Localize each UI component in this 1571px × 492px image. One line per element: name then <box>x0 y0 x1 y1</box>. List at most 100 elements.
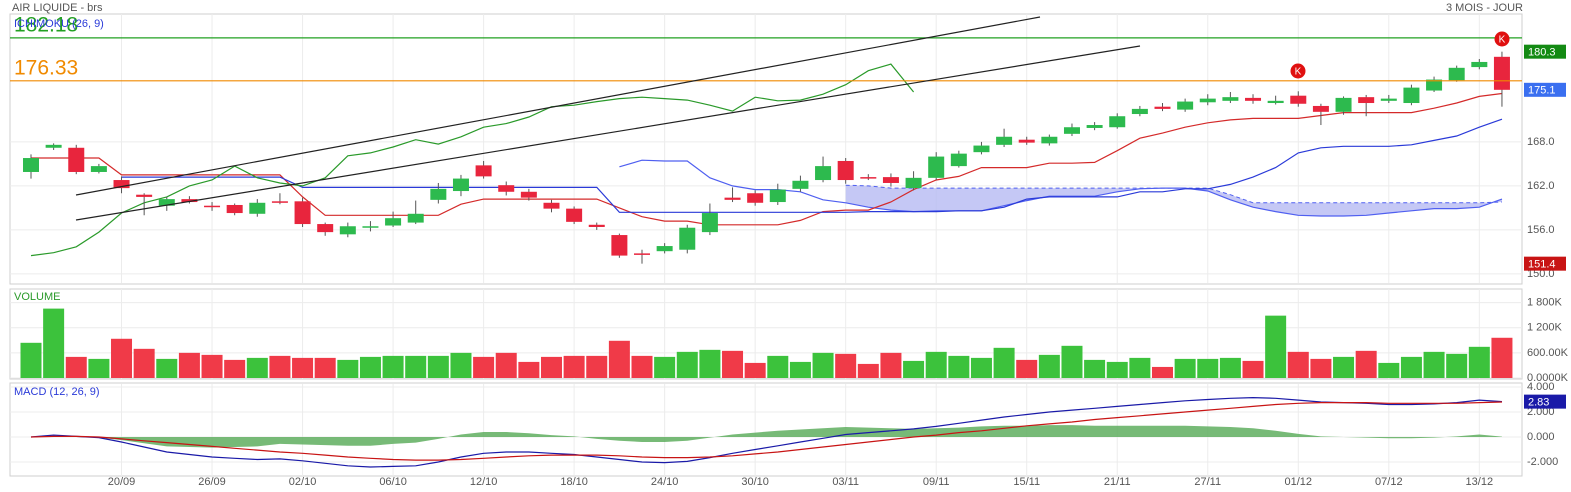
volume-bar <box>563 355 585 378</box>
candle-body <box>1199 98 1216 103</box>
x-tick-label: 03/11 <box>832 476 859 488</box>
volume-bar <box>540 356 562 378</box>
x-tick-label: 30/10 <box>741 476 769 488</box>
volume-bar <box>699 349 721 378</box>
volume-bar <box>246 357 268 378</box>
candle-body <box>23 158 39 172</box>
chart-title: AIR LIQUIDE - brs <box>12 2 103 14</box>
x-tick-label: 24/10 <box>651 476 679 488</box>
volume-bar <box>359 356 381 378</box>
x-tick-label: 21/11 <box>1104 476 1131 488</box>
candle-body <box>249 202 266 214</box>
candle-body <box>996 136 1013 145</box>
candle-body <box>973 145 990 153</box>
volume-bar <box>1197 358 1219 378</box>
candle-body <box>407 213 424 223</box>
candle-body <box>1131 108 1148 115</box>
span-a-line <box>619 159 1503 217</box>
span-b-line <box>845 184 1503 204</box>
volume-bar <box>812 352 834 378</box>
volume-bar <box>631 355 653 378</box>
volume-bar <box>1152 366 1173 378</box>
indicator-line <box>31 92 1503 226</box>
volume-bar <box>88 358 110 378</box>
volume-bar <box>1129 357 1151 378</box>
volume-bar <box>382 355 404 378</box>
volume-bar <box>292 357 314 378</box>
volume-bar <box>518 361 540 378</box>
price-tag-label: 151.4 <box>1528 259 1556 271</box>
candle-body <box>1267 100 1284 104</box>
candle-body <box>882 177 899 183</box>
volume-bar <box>1287 351 1309 378</box>
candle-body <box>634 253 651 255</box>
indicator-line <box>30 63 915 257</box>
candle-body <box>724 197 741 200</box>
panel-title: MACD (12, 26, 9) <box>14 386 100 398</box>
volume-bar <box>1084 359 1106 378</box>
volume-bar <box>269 355 291 378</box>
candle-body <box>1380 98 1397 101</box>
candle-body <box>136 194 153 197</box>
x-tick-label: 18/10 <box>560 476 588 488</box>
x-tick-label: 26/09 <box>198 476 226 488</box>
x-tick-label: 20/09 <box>108 476 136 488</box>
volume-bar <box>676 351 698 378</box>
candle-body <box>475 165 492 177</box>
volume-bar <box>654 356 676 378</box>
volume-bar <box>948 355 970 378</box>
candle-body <box>113 180 130 189</box>
x-tick-label: 01/12 <box>1285 476 1313 488</box>
signal-label: K <box>1499 35 1506 46</box>
candle-body <box>226 204 243 214</box>
volume-bar <box>835 353 857 378</box>
candle-body <box>905 177 922 189</box>
candle-body <box>452 178 469 192</box>
candle-body <box>860 177 877 179</box>
candle-body <box>339 226 356 235</box>
candle-body <box>701 213 718 233</box>
candle-body <box>430 188 447 200</box>
volume-bar <box>43 308 65 378</box>
candle-body <box>611 235 628 256</box>
volume-bar <box>1219 357 1241 378</box>
y-tick-label: 0.0000K <box>1527 372 1569 384</box>
volume-bar <box>65 356 87 378</box>
volume-bar <box>495 352 517 378</box>
y-tick-label: 1 200K <box>1527 322 1563 334</box>
x-tick-label: 15/11 <box>1013 476 1040 488</box>
volume-bar <box>1106 361 1128 378</box>
horizontal-line-label: 176.33 <box>14 56 78 79</box>
candle-body <box>1290 95 1307 104</box>
volume-bar <box>473 356 495 378</box>
candle-body <box>498 185 515 192</box>
volume-bar <box>405 355 427 378</box>
volume-bar <box>427 355 449 378</box>
candle-body <box>566 208 583 222</box>
volume-bar <box>1491 337 1513 378</box>
cloud <box>845 185 1502 216</box>
candle-body <box>1448 67 1465 81</box>
candle-body <box>385 218 402 226</box>
volume-bar <box>224 359 246 378</box>
volume-bar <box>201 354 223 378</box>
x-tick-label: 27/11 <box>1194 476 1221 488</box>
volume-bar <box>925 351 947 378</box>
volume-bar <box>993 347 1015 378</box>
candle-body <box>90 166 107 172</box>
volume-bar <box>314 357 336 378</box>
volume-bar <box>156 358 178 378</box>
volume-bar <box>111 338 133 378</box>
x-tick-label: 13/12 <box>1466 476 1494 488</box>
x-tick-label: 09/11 <box>923 476 950 488</box>
candle-body <box>815 166 832 181</box>
trend-line <box>75 45 1141 221</box>
y-tick-label: -2.000 <box>1527 456 1558 468</box>
price-tag <box>1524 256 1566 271</box>
signal-marker <box>1494 31 1510 47</box>
volume-bar <box>586 355 608 378</box>
volume-bar <box>1310 358 1332 378</box>
candle-body <box>294 201 311 225</box>
price-tag <box>1524 82 1566 97</box>
volume-bar <box>903 360 925 378</box>
